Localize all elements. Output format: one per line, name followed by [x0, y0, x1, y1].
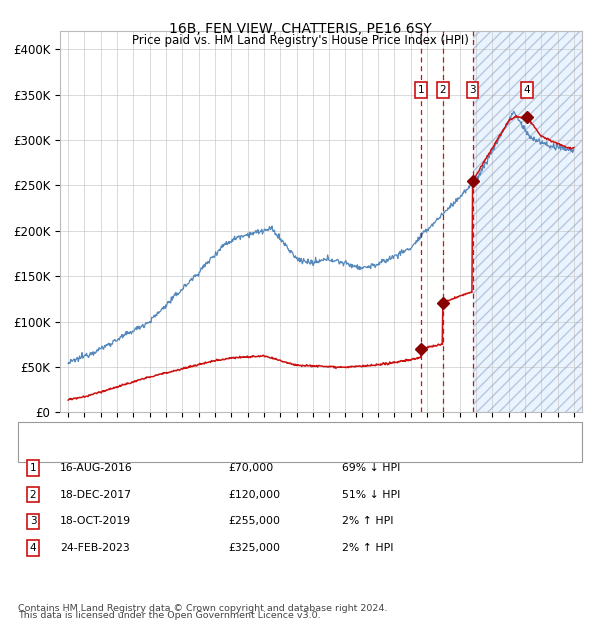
Text: £120,000: £120,000 [228, 490, 280, 500]
Text: 16-AUG-2016: 16-AUG-2016 [60, 463, 133, 473]
Bar [473, 31, 587, 412]
Text: 16B, FEN VIEW, CHATTERIS, PE16 6SY: 16B, FEN VIEW, CHATTERIS, PE16 6SY [169, 22, 431, 36]
Text: 1: 1 [29, 463, 37, 473]
Bar [473, 31, 587, 412]
Text: HPI: Average price, detached house, Fenland: HPI: Average price, detached house, Fenl… [60, 447, 305, 457]
Text: 3: 3 [29, 516, 37, 526]
Text: 18-OCT-2019: 18-OCT-2019 [60, 516, 131, 526]
Text: £255,000: £255,000 [228, 516, 280, 526]
Text: £70,000: £70,000 [228, 463, 273, 473]
Text: —: — [30, 425, 46, 440]
Text: 16B, FEN VIEW, CHATTERIS, PE16 6SY (detached house): 16B, FEN VIEW, CHATTERIS, PE16 6SY (deta… [60, 428, 366, 438]
Text: 2: 2 [439, 85, 446, 95]
Text: 51% ↓ HPI: 51% ↓ HPI [342, 490, 400, 500]
Text: 69% ↓ HPI: 69% ↓ HPI [342, 463, 400, 473]
Text: 4: 4 [524, 85, 530, 95]
Text: £325,000: £325,000 [228, 543, 280, 553]
Text: —: — [30, 445, 46, 459]
Text: 4: 4 [29, 543, 37, 553]
Text: 1: 1 [418, 85, 424, 95]
Text: 24-FEB-2023: 24-FEB-2023 [60, 543, 130, 553]
Text: Price paid vs. HM Land Registry's House Price Index (HPI): Price paid vs. HM Land Registry's House … [131, 34, 469, 47]
Text: 2% ↑ HPI: 2% ↑ HPI [342, 516, 394, 526]
Text: This data is licensed under the Open Government Licence v3.0.: This data is licensed under the Open Gov… [18, 611, 320, 620]
Text: Contains HM Land Registry data © Crown copyright and database right 2024.: Contains HM Land Registry data © Crown c… [18, 603, 388, 613]
Text: 2% ↑ HPI: 2% ↑ HPI [342, 543, 394, 553]
Text: 18-DEC-2017: 18-DEC-2017 [60, 490, 132, 500]
Text: 3: 3 [469, 85, 476, 95]
Text: 2: 2 [29, 490, 37, 500]
